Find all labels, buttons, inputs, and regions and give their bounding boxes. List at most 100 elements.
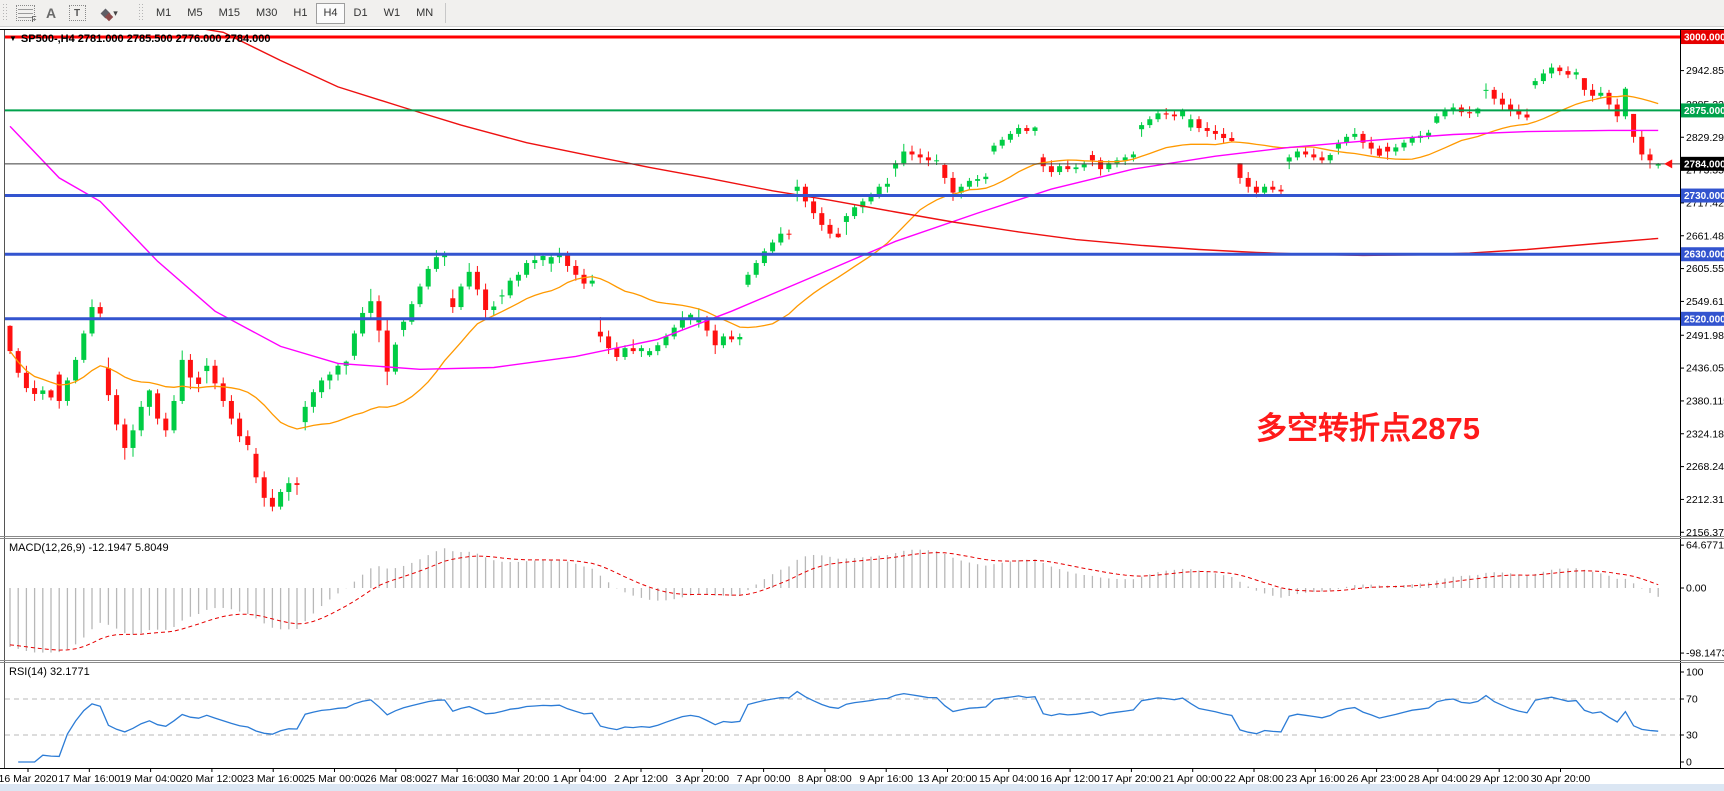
timeframe-button-h1[interactable]: H1 bbox=[286, 3, 314, 24]
candle-body bbox=[1598, 92, 1604, 96]
time-tick-label: 21 Apr 00:00 bbox=[1163, 773, 1223, 785]
fibonacci-tool-button[interactable]: F bbox=[12, 2, 38, 24]
candle-body bbox=[483, 289, 489, 311]
arrows-tool-button[interactable]: ▾ bbox=[90, 2, 130, 24]
candle-body bbox=[204, 365, 210, 372]
symbol-dropdown-icon[interactable]: ▼ bbox=[9, 34, 17, 43]
candle-body bbox=[327, 374, 333, 381]
macd-axis[interactable]: 64.6771 0.00 -98.1473 bbox=[1681, 540, 1724, 660]
rsi-layer bbox=[5, 690, 1680, 763]
candle-body bbox=[146, 390, 152, 407]
candle-body bbox=[1253, 186, 1259, 193]
time-tick-label: 16 Mar 2020 bbox=[0, 773, 58, 785]
rsi-tick-label: 100 bbox=[1686, 667, 1704, 679]
candle-body bbox=[1327, 155, 1333, 161]
rsi-tick-label: 0 bbox=[1686, 757, 1692, 769]
candle-body bbox=[532, 260, 538, 264]
rsi-tick-label: 70 bbox=[1686, 694, 1698, 706]
candle-body bbox=[1434, 116, 1440, 123]
candle-body bbox=[983, 176, 989, 180]
candle-body bbox=[360, 312, 366, 334]
candle-body bbox=[130, 430, 136, 448]
candle-body bbox=[999, 139, 1005, 146]
fibonacci-icon: F bbox=[15, 5, 37, 24]
price-tick-label: 2549.615 bbox=[1686, 296, 1724, 308]
time-tick-label: 26 Mar 08:00 bbox=[365, 773, 427, 785]
text-icon: A bbox=[45, 5, 57, 21]
candle-body bbox=[269, 497, 275, 507]
timeframe-button-m30[interactable]: M30 bbox=[249, 3, 284, 24]
candle-body bbox=[1581, 78, 1587, 90]
timeframe-button-h4[interactable]: H4 bbox=[316, 2, 345, 24]
arrows-icon-secondary bbox=[104, 12, 114, 22]
rsi-indicator-label: RSI(14) 32.1771 bbox=[9, 666, 90, 678]
candle-body bbox=[1352, 133, 1358, 137]
timeframe-button-m1[interactable]: M1 bbox=[149, 3, 178, 24]
candle-body bbox=[1098, 160, 1104, 170]
candle-body bbox=[171, 400, 177, 431]
candle-body bbox=[1204, 128, 1210, 131]
timeframe-button-mn[interactable]: MN bbox=[409, 3, 440, 24]
candle-body bbox=[376, 301, 382, 331]
candle-body bbox=[1024, 128, 1030, 131]
candle-body bbox=[1229, 138, 1235, 141]
candle-body bbox=[187, 359, 193, 378]
macd-tick-label: 0.00 bbox=[1686, 583, 1707, 595]
candle-body bbox=[1180, 110, 1186, 117]
time-axis[interactable]: 16 Mar 2020 17 Mar 16:00 19 Mar 04:00 20 Ma… bbox=[0, 769, 1590, 785]
candle-body bbox=[48, 390, 54, 398]
timeframe-button-m15[interactable]: M15 bbox=[212, 3, 247, 24]
candle-body bbox=[1631, 113, 1637, 137]
candle-body bbox=[351, 333, 357, 356]
rsi-axis[interactable]: 100 70 30 0 bbox=[1681, 667, 1704, 769]
candle-body bbox=[1376, 148, 1382, 156]
candle-body bbox=[384, 330, 390, 372]
timeframe-button-d1[interactable]: D1 bbox=[347, 3, 375, 24]
toolbar-drag-handle[interactable] bbox=[2, 4, 9, 22]
candle-body bbox=[786, 233, 792, 235]
candle-body bbox=[876, 186, 882, 196]
time-tick-label: 7 Apr 00:00 bbox=[737, 773, 791, 785]
candle-body bbox=[491, 306, 497, 311]
macd-tick-label: -98.1473 bbox=[1686, 648, 1724, 660]
time-tick-label: 28 Apr 04:00 bbox=[1408, 773, 1468, 785]
candle-body bbox=[1032, 127, 1038, 131]
candle-body bbox=[573, 265, 579, 275]
timeframe-button-m5[interactable]: M5 bbox=[180, 3, 209, 24]
candle-body bbox=[1409, 138, 1415, 143]
candle-body bbox=[819, 213, 825, 225]
toolbar-drag-handle[interactable] bbox=[138, 4, 145, 22]
time-tick-label: 30 Apr 20:00 bbox=[1531, 773, 1591, 785]
price-tick-label: 2829.290 bbox=[1686, 132, 1724, 144]
candle-body bbox=[1491, 89, 1497, 99]
candle-body bbox=[958, 186, 964, 193]
timeframe-button-w1[interactable]: W1 bbox=[377, 3, 408, 24]
price-axis[interactable]: 2942.8552885.2252829.2902773.3552717.420… bbox=[1681, 30, 1724, 539]
chevron-down-icon[interactable]: ▾ bbox=[113, 7, 118, 18]
candle-body bbox=[97, 307, 103, 314]
price-tick-label: 2380.115 bbox=[1686, 395, 1724, 407]
time-tick-label: 17 Mar 16:00 bbox=[58, 773, 120, 785]
candle-body bbox=[753, 263, 759, 275]
candles-layer bbox=[7, 63, 1661, 512]
price-tick-label: 2605.550 bbox=[1686, 263, 1724, 275]
candle-body bbox=[1524, 114, 1530, 118]
candle-body bbox=[253, 453, 259, 478]
price-tick-label: 2156.375 bbox=[1686, 527, 1724, 539]
candle-body bbox=[425, 268, 431, 287]
candle-body bbox=[1360, 133, 1366, 143]
top-toolbar: F A T ▾ M1 M5 M15 M30 H1 H4 D1 W1 MN bbox=[0, 0, 1724, 27]
symbol-info-line: ▼ SP500-,H4 2781.000 2785.500 2776.000 27… bbox=[9, 33, 270, 45]
text-tool-button[interactable]: A bbox=[38, 2, 64, 24]
candle-body bbox=[23, 372, 29, 389]
time-tick-label: 3 Apr 20:00 bbox=[675, 773, 729, 785]
candle-body bbox=[1442, 110, 1448, 117]
candle-body bbox=[1516, 110, 1522, 115]
candle-body bbox=[32, 388, 38, 394]
candle-body bbox=[1016, 128, 1022, 134]
label-tool-button[interactable]: T bbox=[64, 2, 90, 24]
candle-body bbox=[679, 318, 685, 328]
candle-body bbox=[565, 254, 571, 266]
candle-body bbox=[433, 257, 439, 269]
